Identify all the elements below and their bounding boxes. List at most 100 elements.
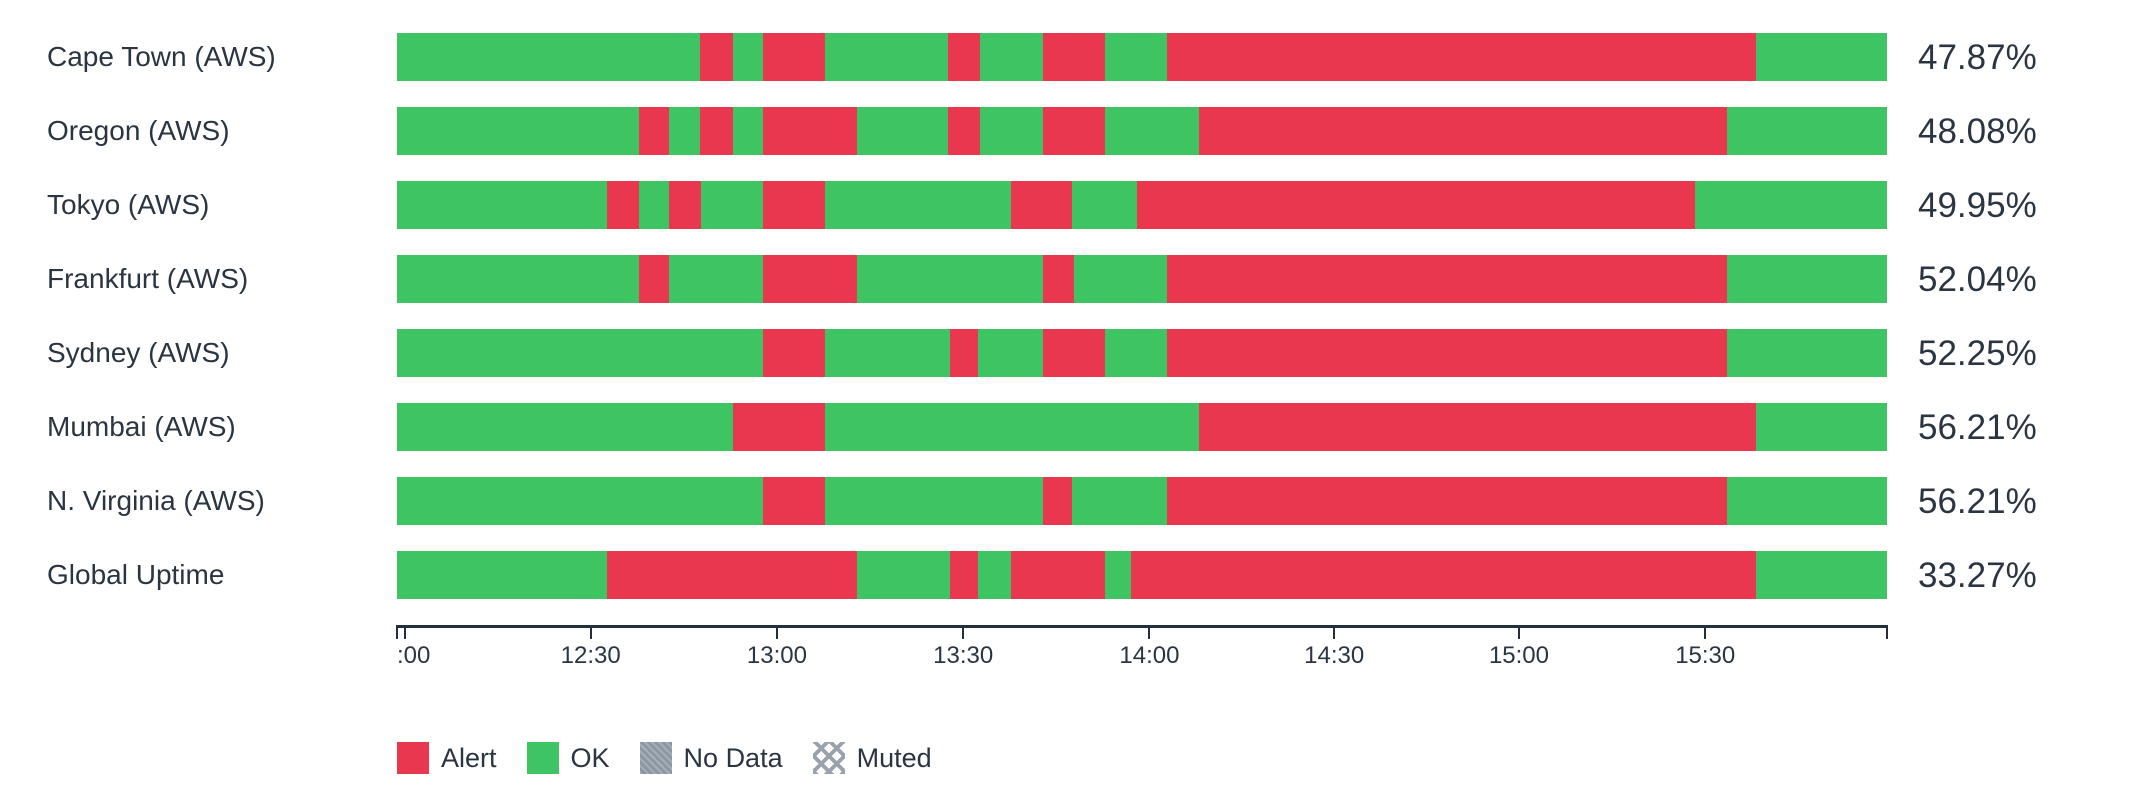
status-segment-alert[interactable] [949, 329, 979, 377]
row-label: Sydney (AWS) [47, 337, 230, 368]
status-segment-ok[interactable] [1104, 33, 1167, 81]
status-segment-alert[interactable] [732, 403, 825, 451]
legend-item-no-data[interactable]: No Data [639, 742, 783, 774]
status-segment-ok[interactable] [1726, 107, 1887, 155]
status-segment-alert[interactable] [1043, 33, 1105, 81]
status-segment-ok[interactable] [1726, 255, 1887, 303]
status-segment-ok[interactable] [1074, 255, 1167, 303]
status-segment-ok[interactable] [856, 255, 1044, 303]
axis-tick [1333, 625, 1336, 639]
status-segment-alert[interactable] [762, 181, 825, 229]
status-segment-alert[interactable] [1043, 329, 1105, 377]
status-segment-alert[interactable] [1043, 477, 1072, 525]
status-segment-alert[interactable] [1166, 329, 1727, 377]
status-segment-ok[interactable] [397, 181, 608, 229]
status-segment-ok[interactable] [979, 107, 1043, 155]
status-segment-ok[interactable] [668, 255, 763, 303]
status-segment-ok[interactable] [1104, 329, 1167, 377]
status-segment-ok[interactable] [700, 181, 763, 229]
legend-label: No Data [683, 742, 783, 773]
status-segment-ok[interactable] [733, 107, 763, 155]
status-segment-ok[interactable] [824, 403, 1199, 451]
status-segment-ok[interactable] [397, 33, 701, 81]
row-label: Global Uptime [47, 559, 225, 590]
status-segment-ok[interactable] [824, 477, 1044, 525]
status-segment-ok[interactable] [1755, 551, 1887, 599]
status-segment-alert[interactable] [1130, 551, 1756, 599]
status-segment-ok[interactable] [1104, 107, 1199, 155]
status-segment-ok[interactable] [1695, 181, 1887, 229]
status-segment-ok[interactable] [732, 33, 763, 81]
status-segment-alert[interactable] [762, 255, 857, 303]
status-segment-alert[interactable] [607, 181, 639, 229]
status-segment-ok[interactable] [668, 107, 701, 155]
status-segment-alert[interactable] [762, 477, 825, 525]
status-segment-ok[interactable] [824, 181, 1011, 229]
status-segment-alert[interactable] [947, 33, 980, 81]
status-segment-ok[interactable] [397, 255, 640, 303]
status-segment-alert[interactable] [1198, 403, 1756, 451]
status-segment-alert[interactable] [949, 551, 979, 599]
status-segment-alert[interactable] [1043, 107, 1105, 155]
status-segment-alert[interactable] [1166, 477, 1727, 525]
status-row: Tokyo (AWS) 49.95% [0, 181, 2134, 229]
row-label: Oregon (AWS) [47, 115, 230, 146]
status-segment-ok[interactable] [397, 329, 763, 377]
uptime-percentage: 49.95% [1918, 186, 2037, 225]
status-segment-alert[interactable] [762, 329, 825, 377]
axis-tick-label: 12:30 [560, 642, 621, 669]
legend-item-alert[interactable]: Alert [397, 742, 497, 774]
axis-tick [404, 625, 407, 639]
status-segment-ok[interactable] [824, 33, 948, 81]
status-segment-alert[interactable] [1010, 551, 1105, 599]
status-row: Frankfurt (AWS) 52.04% [0, 255, 2134, 303]
status-segment-ok[interactable] [856, 107, 948, 155]
status-segment-alert[interactable] [700, 33, 733, 81]
status-segment-alert[interactable] [607, 551, 857, 599]
status-segment-alert[interactable] [668, 181, 701, 229]
uptime-percentage: 56.21% [1918, 482, 2037, 521]
axis-tick [1886, 625, 1888, 639]
status-segment-ok[interactable] [397, 403, 733, 451]
row-label: Frankfurt (AWS) [47, 263, 249, 294]
status-segment-ok[interactable] [1071, 477, 1167, 525]
status-segment-alert[interactable] [762, 33, 825, 81]
status-segment-alert[interactable] [639, 255, 669, 303]
status-segment-ok[interactable] [638, 181, 669, 229]
status-segment-ok[interactable] [1755, 403, 1887, 451]
row-label: Tokyo (AWS) [47, 189, 210, 220]
status-segment-ok[interactable] [1726, 477, 1887, 525]
status-segment-alert[interactable] [762, 107, 857, 155]
status-segment-ok[interactable] [978, 329, 1044, 377]
status-segment-alert[interactable] [1198, 107, 1727, 155]
no-data-swatch [639, 742, 672, 774]
status-row: Sydney (AWS) 52.25% [0, 329, 2134, 377]
status-segment-ok[interactable] [979, 33, 1043, 81]
alert-swatch [397, 742, 429, 774]
axis-tick [589, 625, 592, 639]
row-label: N. Virginia (AWS) [47, 485, 265, 516]
legend-item-ok[interactable]: OK [526, 742, 610, 774]
status-segment-alert[interactable] [1136, 181, 1696, 229]
status-segment-ok[interactable] [1071, 181, 1137, 229]
status-segment-alert[interactable] [1166, 255, 1727, 303]
status-segment-ok[interactable] [1104, 551, 1131, 599]
status-segment-ok[interactable] [1726, 329, 1887, 377]
status-bar [397, 181, 1887, 229]
status-segment-ok[interactable] [856, 551, 950, 599]
axis-tick [396, 625, 398, 639]
status-segment-ok[interactable] [824, 329, 950, 377]
status-segment-alert[interactable] [947, 107, 980, 155]
status-segment-ok[interactable] [978, 551, 1011, 599]
status-segment-ok[interactable] [1755, 33, 1887, 81]
status-segment-alert[interactable] [1010, 181, 1072, 229]
status-segment-ok[interactable] [397, 477, 763, 525]
status-segment-alert[interactable] [700, 107, 734, 155]
status-segment-alert[interactable] [639, 107, 669, 155]
status-segment-ok[interactable] [397, 551, 608, 599]
status-segment-ok[interactable] [397, 107, 640, 155]
row-label: Cape Town (AWS) [47, 41, 276, 72]
legend-item-muted[interactable]: Muted [812, 742, 932, 774]
status-segment-alert[interactable] [1043, 255, 1075, 303]
status-segment-alert[interactable] [1166, 33, 1756, 81]
